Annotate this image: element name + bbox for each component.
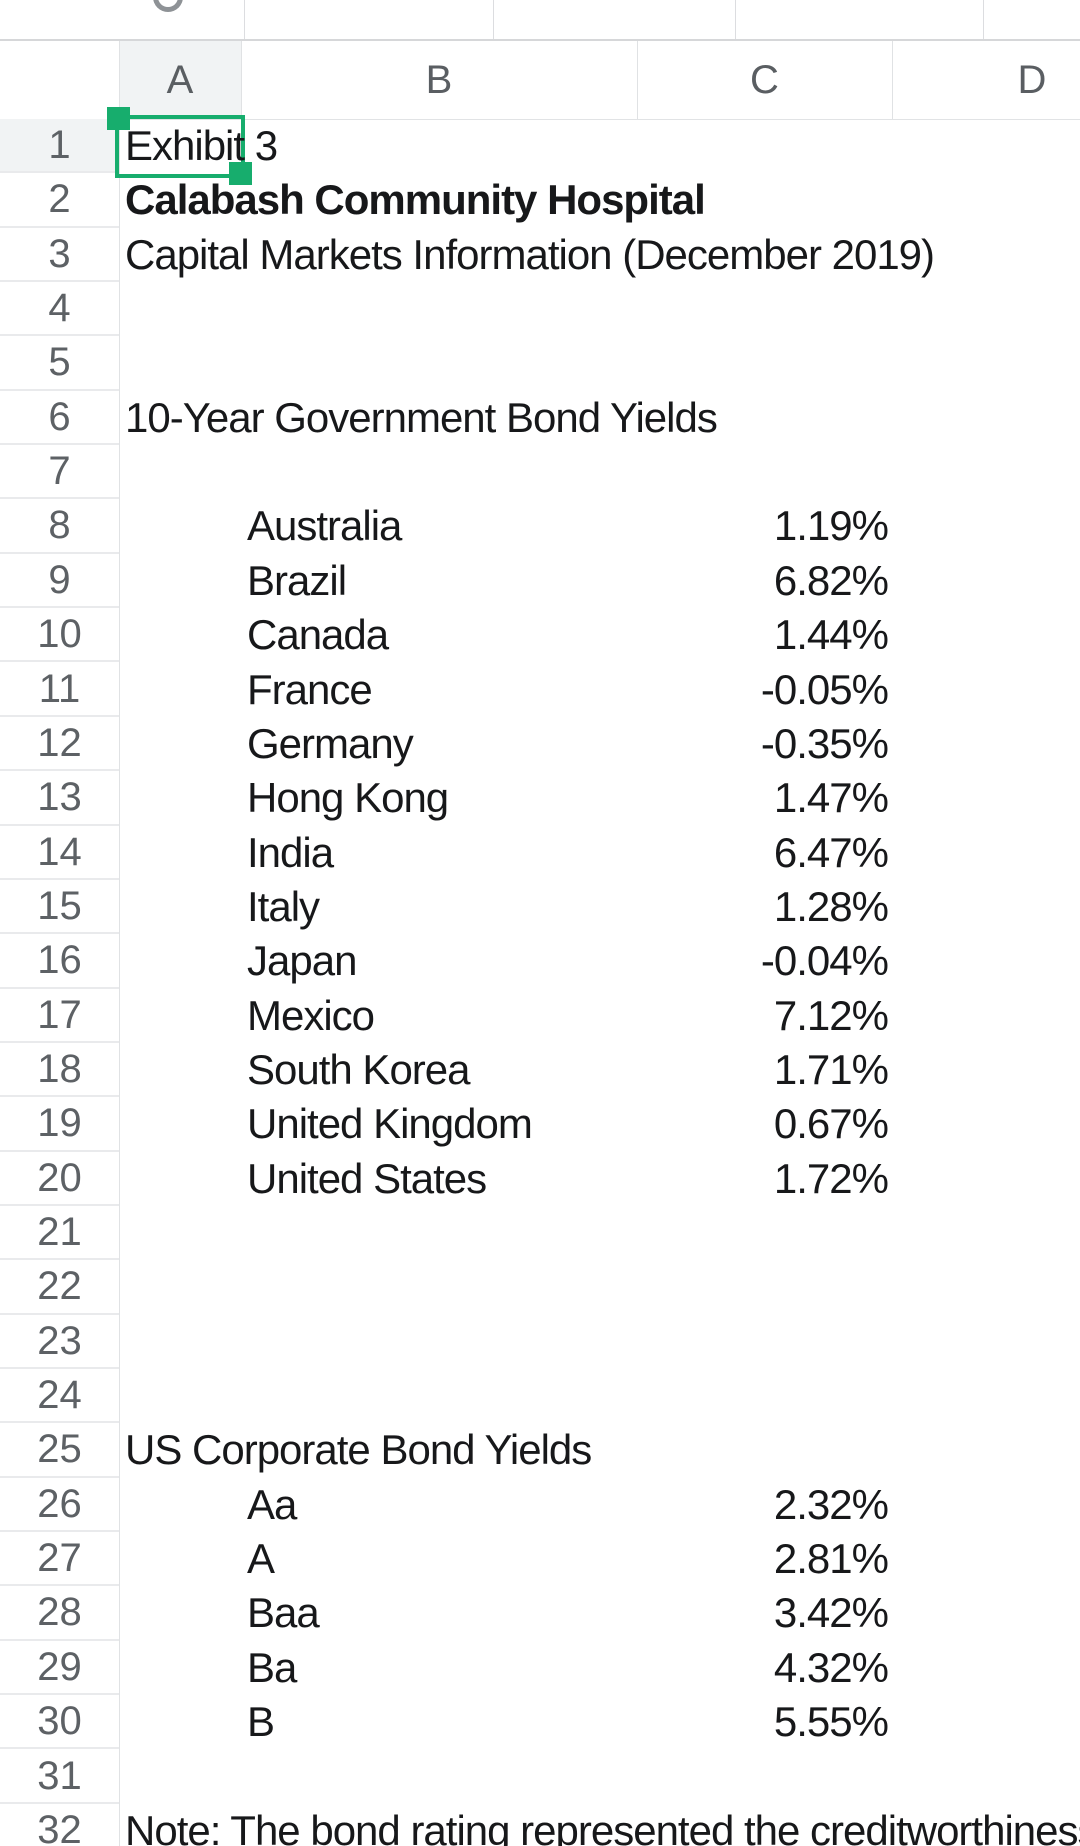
cell-B26[interactable]: Aa [247, 1480, 297, 1528]
cell-B12[interactable]: Germany [247, 719, 414, 767]
selection-box [115, 115, 245, 178]
cell-B27[interactable]: A [247, 1535, 275, 1583]
cell-C10[interactable]: 1.44% [773, 611, 889, 659]
row-header-21[interactable]: 21 [0, 1206, 119, 1261]
cell-A1[interactable]: Exhibit 3 [125, 122, 278, 169]
cell-B28[interactable]: Baa [247, 1589, 320, 1637]
row-header-1[interactable]: 1 [0, 119, 119, 174]
selection-handle-bottom-right[interactable] [229, 162, 252, 185]
cell-B11[interactable]: France [247, 665, 373, 713]
cell-C15[interactable]: 1.28% [773, 882, 889, 930]
row-header-18[interactable]: 18 [0, 1042, 119, 1098]
cell-B9[interactable]: Brazil [247, 556, 347, 604]
clipped-top-strip [0, 0, 1080, 39]
cell-C8[interactable]: 1.19% [773, 502, 889, 550]
strip-gridline [244, 0, 245, 39]
cell-B17[interactable]: Mexico [247, 991, 375, 1039]
row-header-26[interactable]: 26 [0, 1477, 119, 1533]
cell-C17[interactable]: 7.12% [773, 991, 889, 1039]
cell-B30[interactable]: B [247, 1698, 275, 1746]
column-header-C[interactable]: C [750, 58, 779, 102]
strip-gridline [493, 0, 494, 39]
cell-A2[interactable]: Calabash Community Hospital [125, 176, 706, 224]
row-header-16[interactable]: 16 [0, 934, 119, 989]
row-header-divider-line [119, 41, 120, 1846]
cell-C11[interactable]: -0.05% [760, 665, 889, 713]
header-bottom-line [0, 119, 1080, 120]
cell-C14[interactable]: 6.47% [773, 828, 889, 876]
cell-B10[interactable]: Canada [247, 611, 389, 659]
row-header-25[interactable]: 25 [0, 1423, 119, 1478]
row-header-11[interactable]: 11 [0, 662, 119, 717]
cell-B18[interactable]: South Korea [247, 1045, 471, 1093]
cell-B14[interactable]: India [247, 828, 334, 876]
cell-C26[interactable]: 2.32% [773, 1480, 889, 1528]
row-header-14[interactable]: 14 [0, 825, 119, 880]
column-header-D[interactable]: D [1017, 58, 1047, 102]
header-gridline [892, 41, 893, 119]
strip-gridline [983, 0, 984, 39]
cell-B8[interactable]: Australia [247, 502, 402, 550]
row-header-20[interactable]: 20 [0, 1151, 119, 1206]
row-header-10[interactable]: 10 [0, 608, 119, 663]
row-header-32[interactable]: 32 [0, 1803, 119, 1846]
row-header-30[interactable]: 30 [0, 1695, 119, 1750]
cell-C20[interactable]: 1.72% [773, 1154, 889, 1202]
cell-A6[interactable]: 10-Year Government Bond Yields [125, 393, 718, 441]
cell-C27[interactable]: 2.81% [773, 1535, 889, 1583]
row-header-31[interactable]: 31 [0, 1749, 119, 1804]
row-header-15[interactable]: 15 [0, 879, 119, 935]
row-header-3[interactable]: 3 [0, 227, 119, 283]
row-header-17[interactable]: 17 [0, 988, 119, 1043]
cell-B19[interactable]: United Kingdom [247, 1100, 533, 1148]
cell-B13[interactable]: Hong Kong [247, 774, 449, 822]
selection-handle-top-left[interactable] [107, 107, 130, 130]
cell-A32[interactable]: Note: The bond rating represented the cr… [125, 1806, 1080, 1846]
cell-A25[interactable]: US Corporate Bond Yields [125, 1426, 592, 1474]
partial-letter-bottom-curve-icon [153, 0, 183, 12]
row-header-9[interactable]: 9 [0, 553, 119, 609]
row-header-13[interactable]: 13 [0, 771, 119, 826]
cell-C16[interactable]: -0.04% [760, 937, 889, 985]
row-header-29[interactable]: 29 [0, 1640, 119, 1696]
cell-C19[interactable]: 0.67% [773, 1100, 889, 1148]
cell-B29[interactable]: Ba [247, 1643, 297, 1691]
column-header-B[interactable]: B [425, 58, 453, 102]
strip-divider [0, 39, 1080, 41]
row-header-4[interactable]: 4 [0, 282, 119, 337]
row-header-24[interactable]: 24 [0, 1369, 119, 1424]
cell-C13[interactable]: 1.47% [773, 774, 889, 822]
strip-gridline [735, 0, 736, 39]
cell-C28[interactable]: 3.42% [773, 1589, 889, 1637]
row-header-22[interactable]: 22 [0, 1260, 119, 1315]
row-header-8[interactable]: 8 [0, 499, 119, 554]
cell-B16[interactable]: Japan [247, 937, 357, 985]
row-header-27[interactable]: 27 [0, 1532, 119, 1587]
row-header-28[interactable]: 28 [0, 1586, 119, 1641]
header-gridline [637, 41, 638, 119]
cell-C30[interactable]: 5.55% [773, 1698, 889, 1746]
row-header-19[interactable]: 19 [0, 1097, 119, 1152]
row-header-2[interactable]: 2 [0, 173, 119, 228]
column-header-A[interactable]: A [119, 41, 241, 119]
row-header-23[interactable]: 23 [0, 1314, 119, 1370]
cell-A3[interactable]: Capital Markets Information (December 20… [125, 230, 935, 278]
cell-B15[interactable]: Italy [247, 882, 320, 930]
cell-C29[interactable]: 4.32% [773, 1643, 889, 1691]
cell-C18[interactable]: 1.71% [773, 1045, 889, 1093]
cell-C12[interactable]: -0.35% [760, 719, 889, 767]
cell-B20[interactable]: United States [247, 1154, 487, 1202]
cell-C9[interactable]: 6.82% [773, 556, 889, 604]
row-header-5[interactable]: 5 [0, 336, 119, 391]
row-header-12[interactable]: 12 [0, 716, 119, 772]
header-gridline [241, 41, 242, 119]
row-header-6[interactable]: 6 [0, 390, 119, 446]
row-header-7[interactable]: 7 [0, 445, 119, 500]
column-header-row: A B C D [0, 41, 1080, 119]
